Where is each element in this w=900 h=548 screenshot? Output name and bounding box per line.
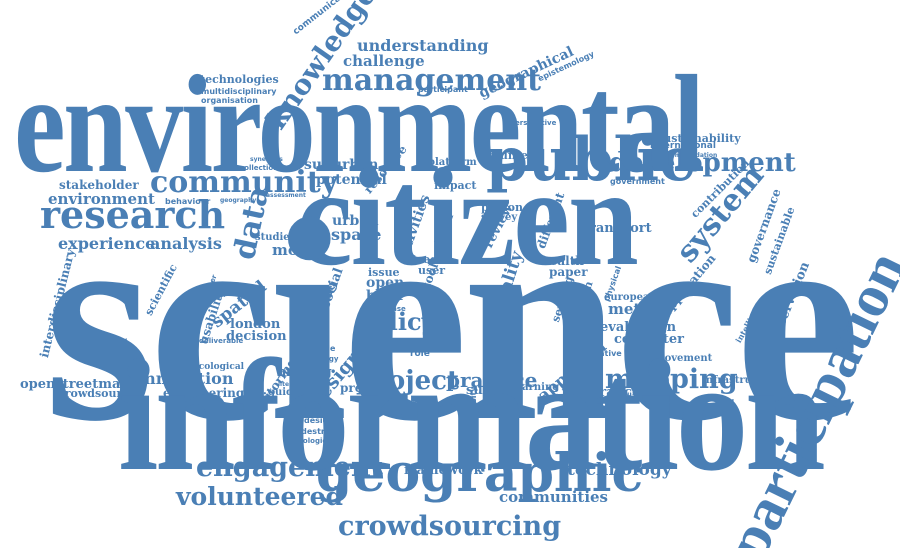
- word-crowdsourcing: crowdsourcing: [338, 513, 561, 540]
- word-information: information: [118, 335, 822, 495]
